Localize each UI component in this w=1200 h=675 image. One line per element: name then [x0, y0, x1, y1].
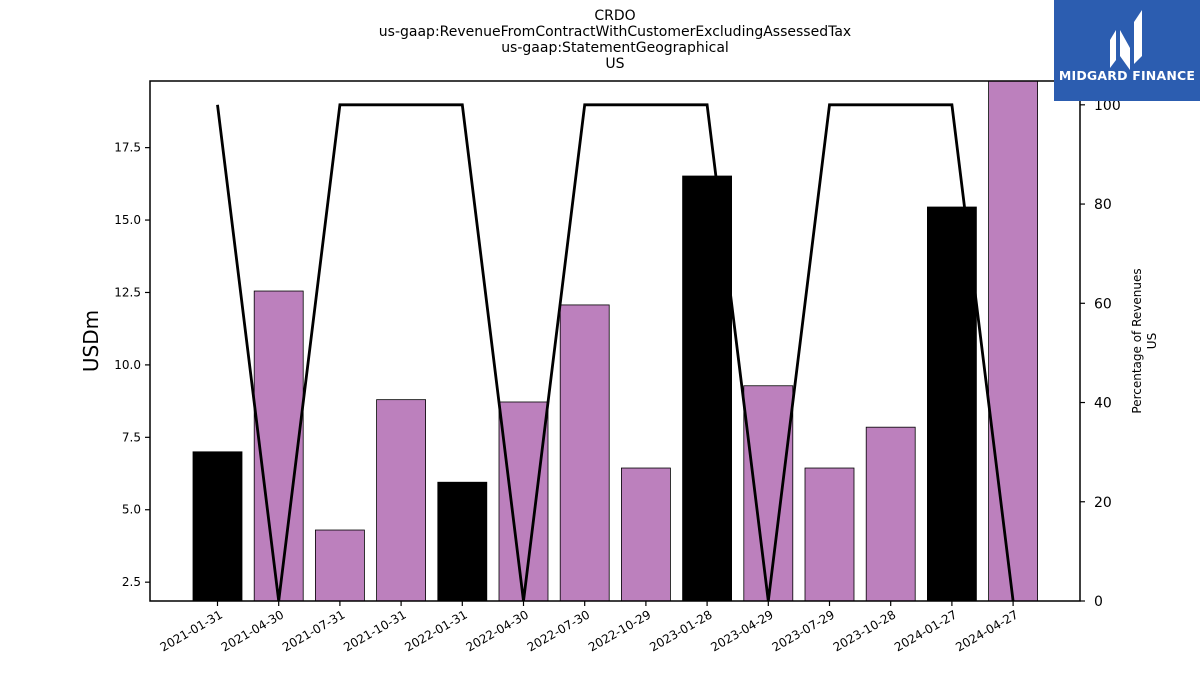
x-tick-label: 2021-01-31 [158, 607, 225, 654]
right-axis-ticks: 0 20 40 60 80 100 [1080, 98, 1121, 610]
x-tick-label: 2023-07-29 [770, 607, 837, 654]
left-tick-label: 12.5 [114, 285, 141, 299]
x-tick-label: 2024-01-27 [892, 607, 959, 654]
x-tick-label: 2023-10-28 [831, 607, 898, 654]
left-tick-label: 15.0 [114, 213, 141, 227]
x-tick-label: 2023-01-28 [647, 607, 714, 654]
right-tick-label: 80 [1094, 197, 1112, 213]
bar-2021-01-31 [192, 451, 243, 602]
x-tick-label: 2023-04-29 [708, 607, 775, 654]
bar-2023-10-28 [865, 426, 916, 602]
right-tick-label: 60 [1094, 296, 1112, 312]
x-tick-label: 2022-10-29 [586, 607, 653, 654]
bar-series [192, 80, 1038, 602]
left-tick-label: 7.5 [122, 430, 141, 444]
x-axis-ticks: 2021-01-312021-04-302021-07-312021-10-31… [158, 601, 1021, 654]
left-tick-label: 2.5 [122, 575, 141, 589]
left-axis-ticks: 2.5 5.0 7.5 10.0 12.5 15.0 17.5 [114, 141, 150, 589]
x-tick-label: 2024-04-27 [953, 607, 1020, 654]
left-tick-label: 17.5 [114, 141, 141, 155]
right-axis-label-line-2: US [1145, 333, 1159, 349]
bar-2021-07-31 [314, 529, 365, 602]
midgard-finance-logo: MIDGARD FINANCE [1054, 0, 1200, 101]
bar-2022-10-29 [621, 467, 671, 602]
logo-mark-icon [1110, 10, 1142, 70]
chart-title-line-2: us-gaap:RevenueFromContractWithCustomerE… [378, 24, 852, 40]
x-tick-label: 2022-07-30 [525, 607, 592, 654]
bar-2022-07-30 [559, 304, 610, 602]
percentage-line [216, 103, 1015, 602]
bar-2024-04-27 [988, 80, 1038, 602]
bar-2022-04-30 [498, 401, 549, 602]
right-tick-label: 100 [1094, 98, 1121, 114]
bar-2023-04-29 [743, 385, 794, 602]
bar-2022-01-31 [437, 481, 488, 602]
right-axis-label-line-1: Percentage of Revenues [1130, 268, 1144, 413]
bar-2021-04-30 [253, 290, 304, 602]
chart-title-line-3: us-gaap:StatementGeographical [501, 40, 729, 56]
left-axis-label: USDm [79, 310, 103, 372]
x-tick-label: 2021-07-31 [280, 607, 347, 654]
x-tick-label: 2021-10-31 [341, 607, 408, 654]
right-tick-label: 40 [1094, 396, 1112, 412]
right-tick-label: 20 [1094, 495, 1112, 511]
x-tick-label: 2022-01-31 [402, 607, 469, 654]
chart-title-line-1: CRDO [594, 8, 636, 24]
left-tick-label: 5.0 [122, 503, 141, 517]
right-tick-label: 0 [1094, 594, 1103, 610]
bar-2023-07-29 [804, 467, 855, 602]
bar-2024-01-27 [927, 206, 977, 602]
plot-frame [149, 80, 1081, 602]
percentage-line-series [216, 103, 1015, 602]
bar-2021-10-31 [376, 399, 427, 602]
x-tick-label: 2021-04-30 [219, 607, 286, 654]
logo-text: MIDGARD FINANCE [1058, 68, 1196, 83]
chart-title-line-4: US [605, 56, 625, 72]
x-tick-label: 2022-04-30 [464, 607, 531, 654]
left-tick-label: 10.0 [114, 358, 141, 372]
